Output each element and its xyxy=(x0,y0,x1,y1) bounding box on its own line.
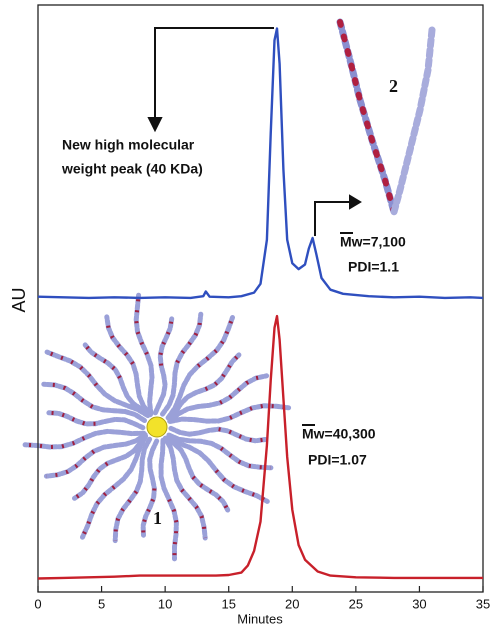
molecule-star xyxy=(22,292,292,562)
x-tick-label: 35 xyxy=(476,596,490,611)
annotation: PDI=1.1 xyxy=(348,259,399,275)
arm-accent xyxy=(104,316,135,365)
label-2: 2 xyxy=(389,76,398,96)
arm-accent xyxy=(113,490,139,541)
arm-accent xyxy=(46,449,96,479)
x-tick-label: 15 xyxy=(221,596,235,611)
arm-accent xyxy=(219,446,272,470)
trace xyxy=(37,314,483,580)
x-tick-label: 5 xyxy=(98,596,105,611)
plot-frame xyxy=(37,4,484,593)
annotation: Mw=7,100 xyxy=(340,234,406,250)
annotation: New high molecular xyxy=(62,137,195,153)
arm-accent xyxy=(175,313,203,364)
x-tick-label: 20 xyxy=(285,596,299,611)
annotation: weight peak (40 KDa) xyxy=(61,161,203,177)
x-axis-label: Minutes xyxy=(237,611,283,626)
core xyxy=(146,416,168,438)
trace xyxy=(37,27,484,300)
x-tick-label: 10 xyxy=(158,596,172,611)
annotation: PDI=1.07 xyxy=(308,452,367,468)
y-axis-label: AU xyxy=(9,287,29,312)
annotation: Mw=40,300 xyxy=(302,426,376,442)
arm-accent xyxy=(43,382,94,409)
x-tick-label: 30 xyxy=(412,596,426,611)
x-tick-label: 0 xyxy=(34,596,41,611)
arrows xyxy=(147,27,362,236)
molecule-linear xyxy=(336,18,436,216)
label-1: 1 xyxy=(153,508,162,528)
arm-accent xyxy=(219,373,268,405)
arm-accent xyxy=(180,488,208,539)
x-tick-label: 25 xyxy=(349,596,363,611)
